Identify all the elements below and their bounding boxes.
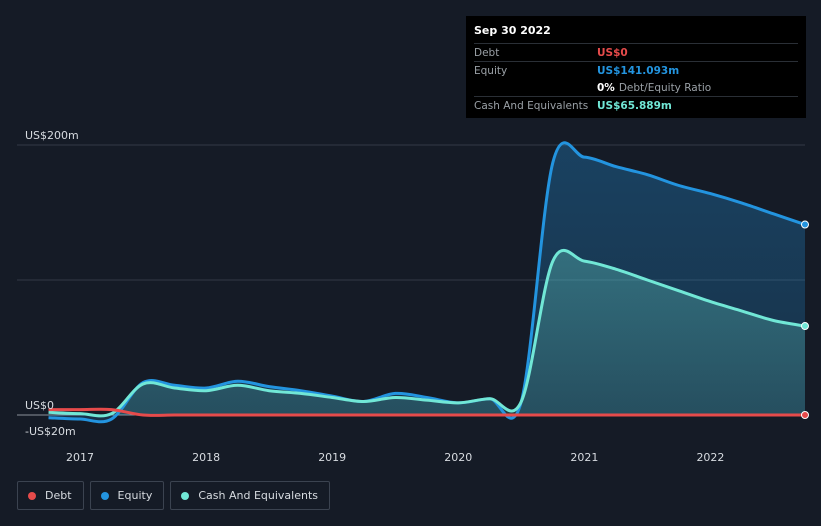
tooltip: Sep 30 2022 Debt US$0 Equity US$141.093m…: [466, 16, 806, 118]
debt-line: [48, 407, 805, 417]
tooltip-ratio-row: 0% Debt/Equity Ratio: [474, 79, 798, 96]
legend-item-equity[interactable]: Equity: [89, 481, 165, 510]
tooltip-debt-label: Debt: [474, 46, 500, 59]
tooltip-equity-label: Equity: [474, 64, 508, 77]
tooltip-debt-value: US$0: [597, 46, 628, 59]
cash-area: [48, 250, 805, 416]
x-tick-label-2021: 2021: [570, 451, 598, 464]
x-tick-label-2018: 2018: [192, 451, 220, 464]
debt-dot-icon: [28, 491, 36, 500]
tooltip-debt-row: Debt US$0: [474, 43, 798, 61]
legend-item-debt[interactable]: Debt: [17, 481, 84, 510]
tooltip-cash-label: Cash And Equivalents: [474, 99, 589, 112]
tooltip-equity-value: US$141.093m: [597, 64, 680, 77]
tooltip-cash-value: US$65.889m: [597, 99, 672, 112]
tooltip-ratio-label: Debt/Equity Ratio: [618, 81, 712, 94]
legend-equity-label: Equity: [117, 489, 153, 502]
tooltip-cash-row: Cash And Equivalents US$65.889m: [474, 96, 798, 114]
y-tick-label-2: US$0: [25, 399, 54, 412]
debt-end-marker: [801, 411, 809, 419]
y-tick-label-3: -US$20m: [25, 425, 76, 438]
legend-item-cash[interactable]: Cash And Equivalents: [170, 481, 330, 510]
cash-dot-icon: [181, 491, 190, 500]
tooltip-equity-row: Equity US$141.093m: [474, 61, 798, 79]
y-tick-label-0: US$200m: [25, 129, 79, 142]
x-tick-label-2020: 2020: [444, 451, 472, 464]
cash-end-marker: [801, 322, 809, 331]
cash-line: [48, 248, 806, 418]
x-tick-label-2019: 2019: [318, 451, 346, 464]
equity-end-marker: [801, 220, 809, 229]
tooltip-ratio-value: 0%: [597, 81, 615, 94]
equity-dot-icon: [100, 491, 109, 500]
x-tick-label-2022: 2022: [696, 451, 724, 464]
tooltip-date: Sep 30 2022: [474, 24, 551, 37]
legend-debt-label: Debt: [45, 489, 72, 502]
chart-legend: Debt Equity Cash And Equivalents: [17, 481, 330, 510]
x-tick-label-2017: 2017: [66, 451, 94, 464]
legend-cash-label: Cash And Equivalents: [198, 489, 318, 502]
